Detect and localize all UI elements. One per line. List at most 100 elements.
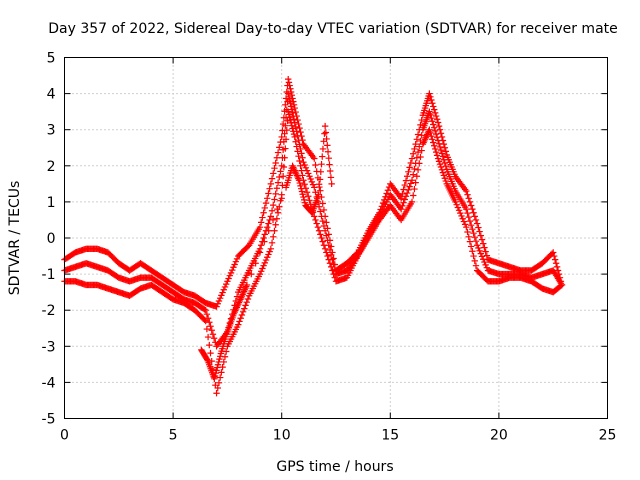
data-point [459, 215, 466, 222]
data-point [437, 146, 445, 154]
data-point [213, 303, 220, 310]
data-point [297, 182, 304, 190]
y-tick-label: 4 [47, 87, 56, 103]
data-point [268, 175, 276, 182]
data-point [214, 300, 221, 307]
data-point [475, 244, 482, 252]
data-point [442, 177, 450, 185]
data-point [403, 173, 411, 180]
data-point [266, 248, 273, 255]
data-point [236, 318, 243, 325]
data-point [286, 96, 293, 104]
data-point [273, 185, 281, 192]
data-point [412, 140, 419, 148]
data-point [482, 248, 489, 255]
data-point [325, 154, 332, 162]
data-point [229, 266, 236, 274]
data-point [243, 298, 250, 306]
data-point [438, 150, 446, 157]
data-point [298, 188, 306, 195]
data-point [321, 130, 328, 137]
data-point [461, 221, 469, 228]
data-point [435, 122, 443, 130]
data-point [309, 181, 317, 188]
data-point [225, 275, 232, 282]
data-point [477, 250, 484, 257]
data-point [210, 335, 218, 342]
data-point [466, 238, 474, 245]
data-point [323, 232, 330, 239]
data-point [433, 134, 441, 141]
data-point [215, 297, 223, 305]
data-point [417, 153, 424, 161]
data-point [274, 149, 282, 156]
data-point [274, 209, 282, 216]
data-point [211, 375, 218, 382]
data-point [327, 167, 334, 175]
data-point [416, 143, 423, 150]
data-point [411, 145, 418, 153]
data-point [441, 175, 449, 182]
data-point [410, 171, 417, 178]
data-point [291, 119, 298, 126]
data-point [319, 238, 326, 245]
data-point [259, 265, 266, 272]
data-point [433, 116, 441, 123]
data-point [319, 145, 327, 153]
data-point [426, 126, 433, 133]
data-point [295, 152, 302, 160]
data-point [331, 266, 338, 273]
x-tick-label: 5 [169, 428, 178, 444]
data-point [308, 178, 316, 186]
data-point [323, 219, 330, 226]
data-point [324, 142, 331, 149]
data-point [465, 195, 472, 202]
series-lower-band [61, 108, 566, 397]
data-point [227, 269, 235, 277]
data-point [273, 154, 281, 161]
data-point [478, 236, 486, 243]
data-point [207, 323, 214, 330]
data-point [244, 243, 252, 250]
data-point [413, 136, 421, 143]
data-point [300, 193, 307, 201]
data-point [220, 286, 227, 293]
data-point [297, 162, 304, 169]
data-point [472, 216, 480, 224]
data-point [306, 173, 313, 180]
data-point [326, 246, 334, 254]
data-point [239, 308, 247, 316]
data-point [428, 132, 435, 140]
data-point [301, 199, 309, 206]
data-point [466, 198, 474, 206]
data-point [218, 292, 225, 299]
data-point [264, 223, 271, 231]
data-point [231, 261, 238, 268]
data-point [270, 201, 277, 209]
data-point [271, 227, 278, 234]
y-tick-label: 2 [47, 159, 56, 175]
data-point [324, 148, 332, 155]
data-point [321, 122, 329, 130]
data-point [264, 254, 271, 261]
data-point [471, 257, 478, 265]
data-point [267, 213, 275, 220]
data-point [482, 261, 489, 269]
data-point [469, 225, 476, 233]
data-point [273, 215, 281, 222]
data-point [472, 238, 480, 245]
data-point [317, 231, 324, 238]
data-point [481, 244, 488, 251]
data-point [427, 111, 434, 119]
data-point [402, 193, 410, 200]
data-point [300, 196, 308, 204]
data-point [429, 118, 436, 125]
data-point [297, 128, 304, 136]
data-point [252, 260, 259, 267]
data-point [328, 180, 335, 188]
data-point [233, 255, 241, 263]
data-point [402, 177, 410, 184]
data-point [260, 209, 267, 216]
data-point [296, 141, 303, 148]
data-point [436, 126, 444, 133]
